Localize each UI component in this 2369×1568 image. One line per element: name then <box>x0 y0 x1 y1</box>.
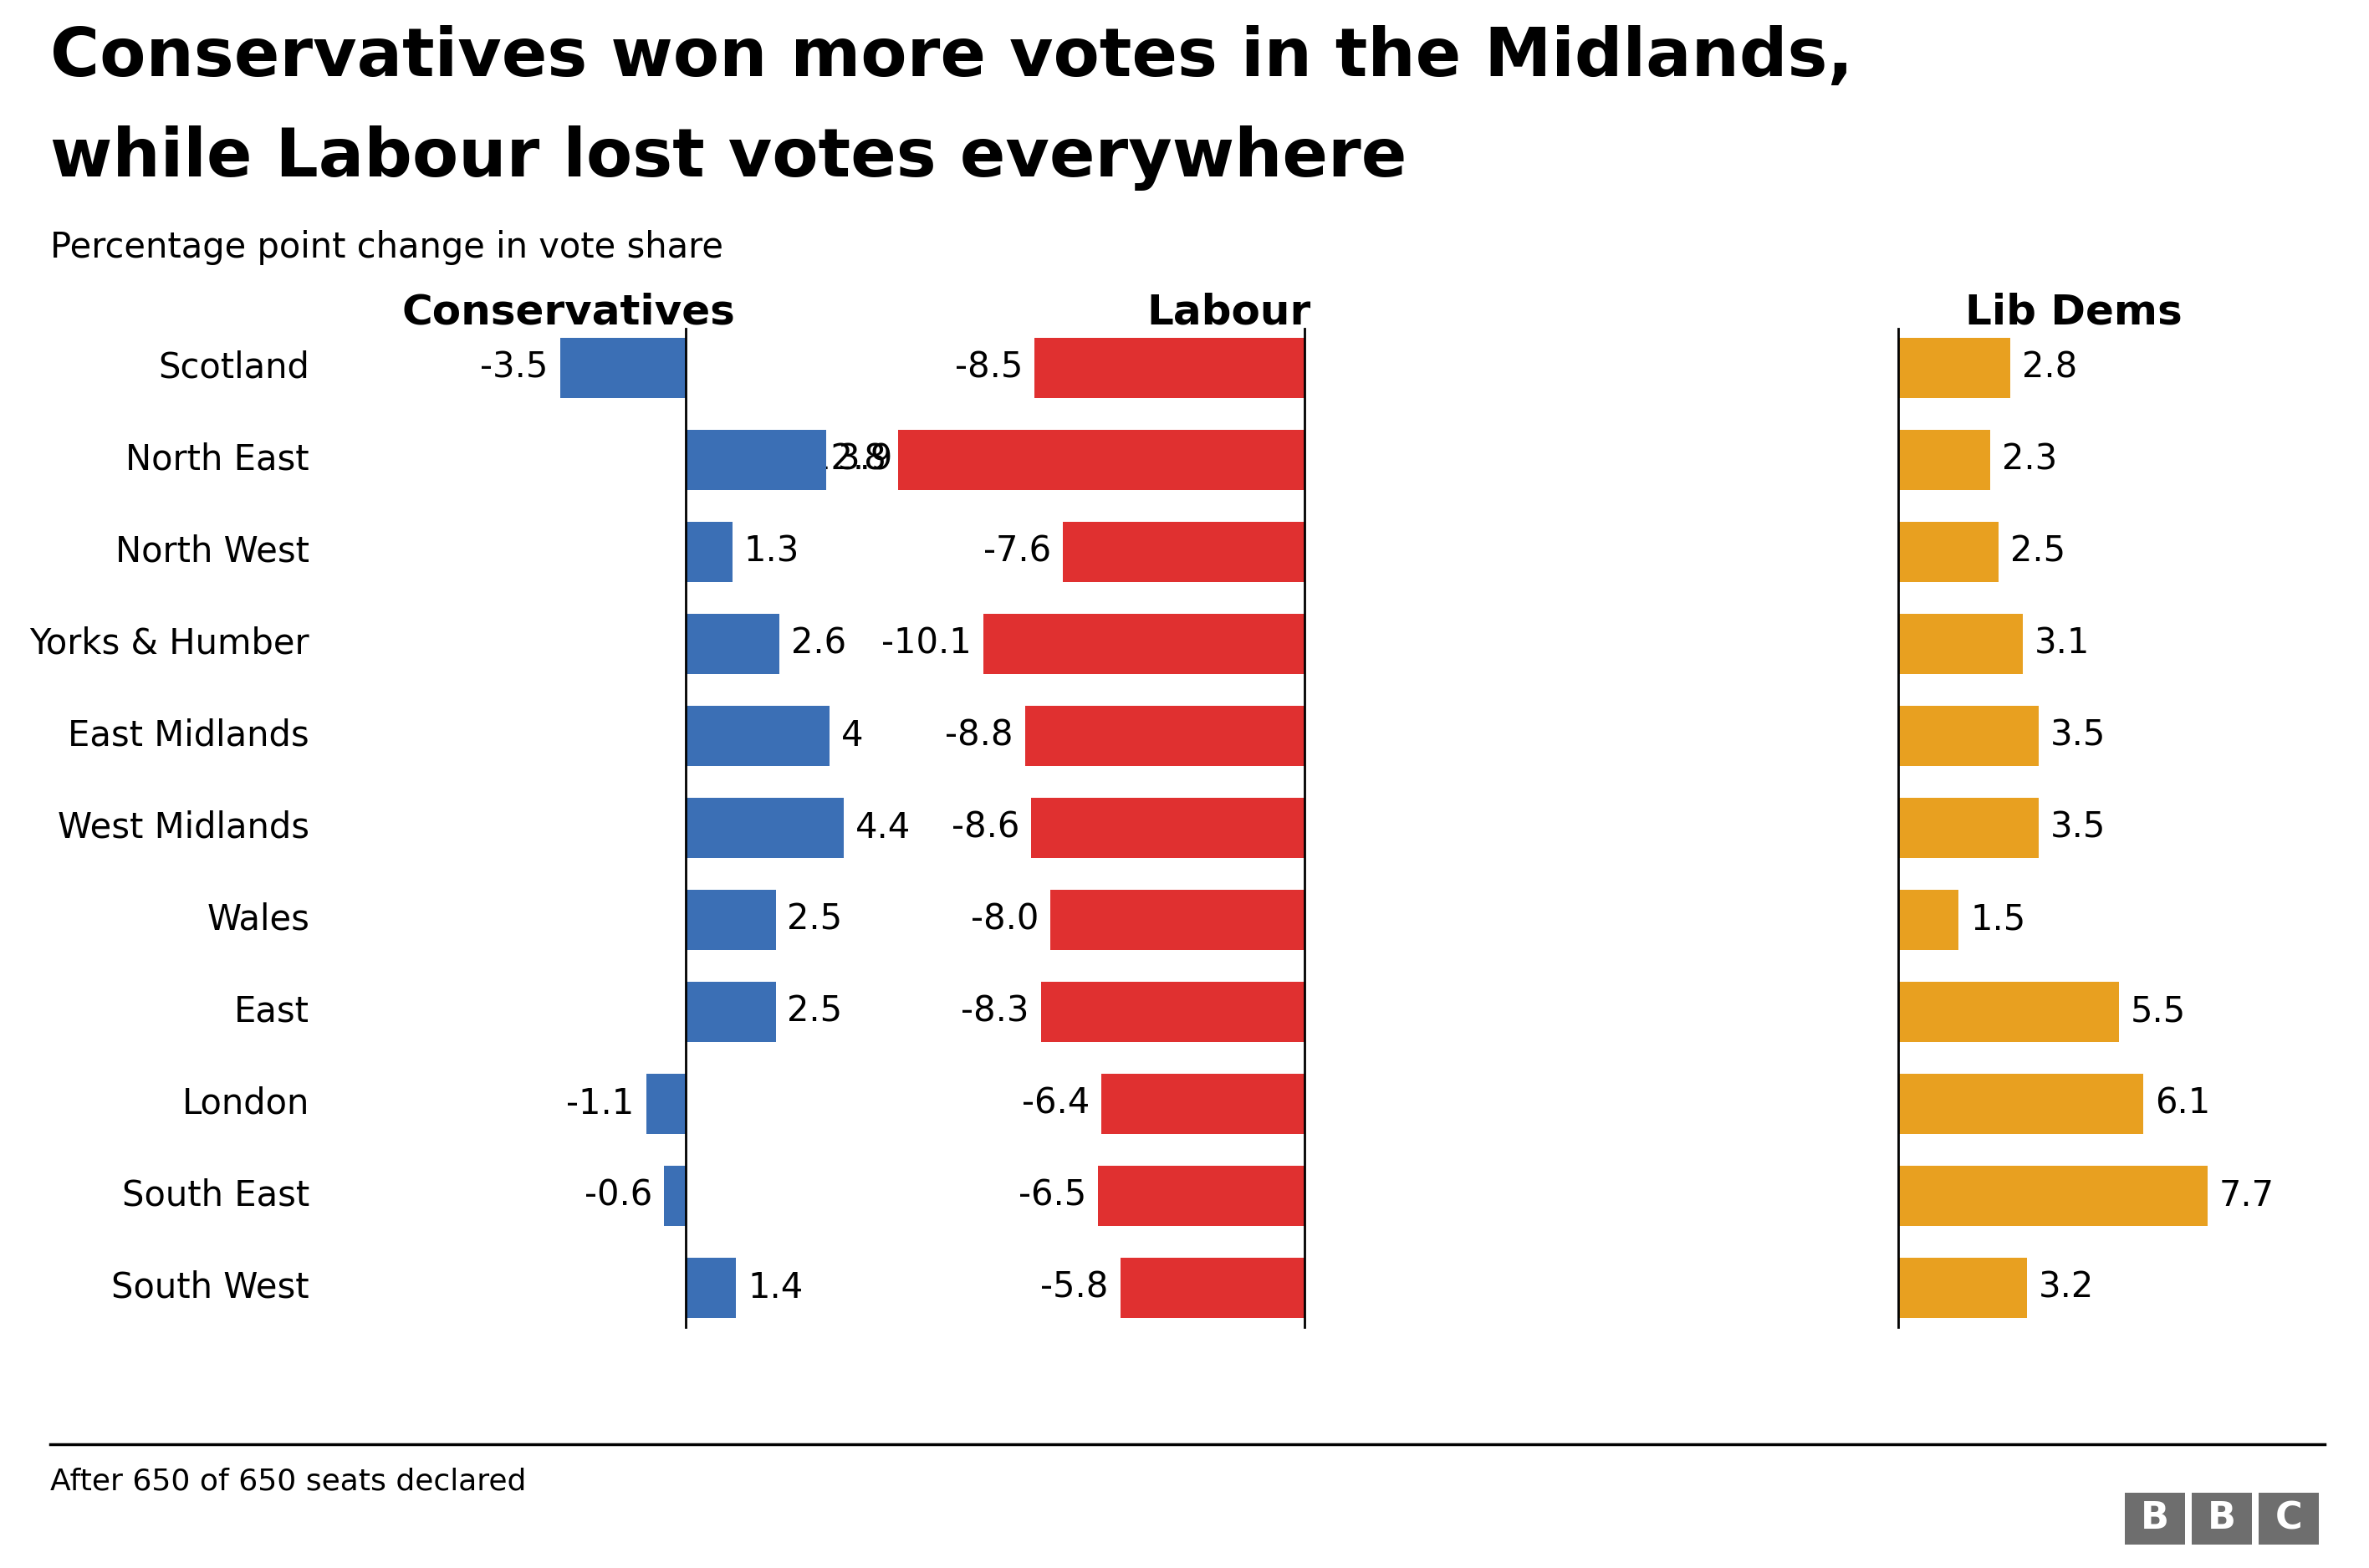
Text: After 650 of 650 seats declared: After 650 of 650 seats declared <box>50 1468 526 1496</box>
Text: 1.3: 1.3 <box>744 535 801 569</box>
Text: -0.6: -0.6 <box>585 1178 651 1214</box>
Bar <box>685 889 775 950</box>
Bar <box>685 1258 737 1319</box>
Text: Yorks & Humber: Yorks & Humber <box>28 626 310 662</box>
Text: Lib Dems: Lib Dems <box>1966 293 2182 332</box>
Bar <box>1898 337 2011 398</box>
Text: 7.7: 7.7 <box>2220 1178 2274 1214</box>
Bar <box>1898 613 2023 674</box>
Bar <box>1097 1165 1305 1226</box>
Text: -8.0: -8.0 <box>971 902 1038 938</box>
Text: Labour: Labour <box>1147 293 1312 332</box>
Text: 2.5: 2.5 <box>787 994 843 1030</box>
Bar <box>685 430 827 491</box>
Bar <box>983 613 1305 674</box>
Text: 2.5: 2.5 <box>2011 535 2066 569</box>
Bar <box>1898 889 1959 950</box>
Text: -10.1: -10.1 <box>881 626 971 662</box>
Text: 1.5: 1.5 <box>1971 902 2025 938</box>
Bar <box>1040 982 1305 1043</box>
Text: Wales: Wales <box>206 902 310 938</box>
Bar <box>2191 1493 2253 1544</box>
Bar <box>1121 1258 1305 1319</box>
Text: -6.5: -6.5 <box>1019 1178 1087 1214</box>
Text: -6.4: -6.4 <box>1021 1087 1090 1121</box>
Text: South East: South East <box>121 1178 310 1214</box>
Bar <box>1898 982 2118 1043</box>
Text: -8.6: -8.6 <box>952 811 1019 845</box>
Text: North East: North East <box>126 442 310 478</box>
Text: 5.5: 5.5 <box>2130 994 2187 1030</box>
Bar <box>1898 1074 2144 1134</box>
Text: 3.5: 3.5 <box>2052 718 2106 754</box>
Text: Conservatives: Conservatives <box>403 293 734 332</box>
Text: 3.1: 3.1 <box>2035 626 2089 662</box>
Text: 2.8: 2.8 <box>2023 350 2078 386</box>
Text: -8.8: -8.8 <box>945 718 1014 754</box>
Text: -1.1: -1.1 <box>566 1087 635 1121</box>
Text: -8.5: -8.5 <box>955 350 1023 386</box>
Text: South West: South West <box>111 1270 310 1306</box>
Bar <box>685 706 829 767</box>
Bar <box>685 522 732 582</box>
Text: Scotland: Scotland <box>159 350 310 386</box>
Text: B: B <box>2208 1501 2236 1537</box>
Text: 2.5: 2.5 <box>787 902 843 938</box>
Text: -3.5: -3.5 <box>481 350 547 386</box>
Text: -5.8: -5.8 <box>1040 1270 1109 1306</box>
Text: 3.9: 3.9 <box>839 442 893 478</box>
Bar <box>1035 337 1305 398</box>
Bar <box>2258 1493 2319 1544</box>
Text: -7.6: -7.6 <box>983 535 1052 569</box>
Text: 3.2: 3.2 <box>2037 1270 2094 1306</box>
Text: 6.1: 6.1 <box>2156 1087 2210 1121</box>
Bar <box>2125 1493 2184 1544</box>
Text: Conservatives won more votes in the Midlands,: Conservatives won more votes in the Midl… <box>50 25 1853 91</box>
Bar <box>1898 1258 2025 1319</box>
Text: 4.4: 4.4 <box>855 811 912 845</box>
Text: East Midlands: East Midlands <box>69 718 310 754</box>
Text: -8.3: -8.3 <box>962 994 1028 1030</box>
Text: -12.8: -12.8 <box>796 442 886 478</box>
Text: 4: 4 <box>841 718 862 754</box>
Text: 1.4: 1.4 <box>749 1270 803 1306</box>
Bar <box>685 798 843 858</box>
Bar <box>898 430 1305 491</box>
Text: 2.3: 2.3 <box>2002 442 2059 478</box>
Text: C: C <box>2274 1501 2303 1537</box>
Bar <box>663 1165 685 1226</box>
Text: Percentage point change in vote share: Percentage point change in vote share <box>50 230 723 265</box>
Bar <box>1031 798 1305 858</box>
Bar <box>1898 1165 2208 1226</box>
Bar <box>1064 522 1305 582</box>
Bar <box>1026 706 1305 767</box>
Bar <box>685 982 775 1043</box>
Bar <box>1898 706 2040 767</box>
Text: West Midlands: West Midlands <box>57 811 310 845</box>
Text: North West: North West <box>116 535 310 569</box>
Bar <box>1898 798 2040 858</box>
Text: while Labour lost votes everywhere: while Labour lost votes everywhere <box>50 125 1407 191</box>
Text: London: London <box>182 1087 310 1121</box>
Bar <box>685 613 779 674</box>
Bar <box>1102 1074 1305 1134</box>
Text: B: B <box>2142 1501 2170 1537</box>
Bar <box>1898 522 1999 582</box>
Text: 2.6: 2.6 <box>791 626 846 662</box>
Bar <box>647 1074 685 1134</box>
Bar <box>1049 889 1305 950</box>
Text: 3.5: 3.5 <box>2052 811 2106 845</box>
Bar <box>559 337 685 398</box>
Text: East: East <box>235 994 310 1030</box>
Bar <box>1898 430 1990 491</box>
